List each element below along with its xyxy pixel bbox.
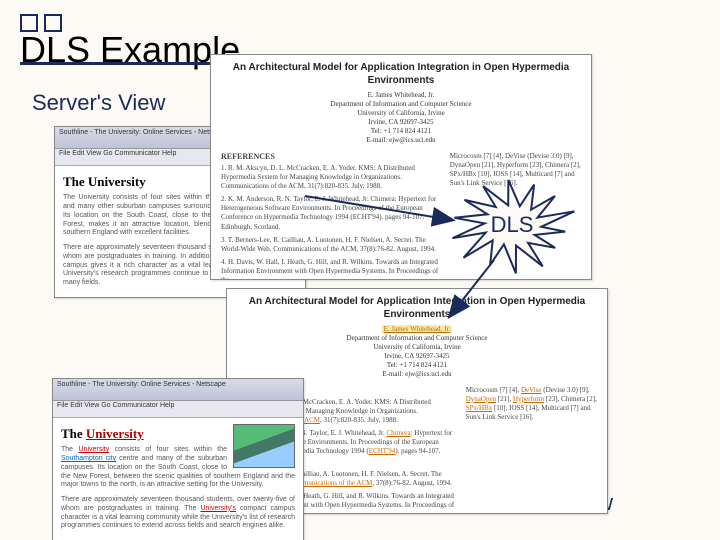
reference-item: 3. T. Berners-Lee, R. Cailliau, A. Luoto… <box>221 236 440 254</box>
doc-title: An Architectural Model for Application I… <box>237 295 597 321</box>
reference-item: 4. H. Davis, W. Hall, I. Heath, G. Hill,… <box>221 258 440 280</box>
doc-left-column: REFERENCES 1. R. M. Akscyn, D. L. McCrac… <box>221 152 440 280</box>
slide-title-block: DLS Example <box>20 14 240 68</box>
inline-link[interactable]: Southampton city <box>61 455 116 462</box>
doc-right-column: Microcosm [7] [4], DeVise (Devise 3.0) [… <box>466 386 597 514</box>
doc-author-tel: Tel: +1 714 824 4121 <box>237 361 597 370</box>
inline-link[interactable]: University <box>79 446 110 453</box>
reference-link[interactable]: DynaOpen <box>466 395 496 403</box>
doc-right-column: Microcosm [7] [4], DeVise (Devise 3.0) [… <box>450 152 581 280</box>
reference-link[interactable]: Chimera <box>386 429 410 437</box>
doc-author-affiliation: University of California, Irvine <box>237 343 597 352</box>
doc-right-text: Microcosm [7] [4], DeVise (Devise 3.0) [… <box>450 152 581 188</box>
doc-author-tel: Tel: +1 714 824 4121 <box>221 127 581 136</box>
doc-author-affiliation: Irvine, CA 92697-3425 <box>221 118 581 127</box>
document-server-view: An Architectural Model for Application I… <box>210 54 592 280</box>
page-thumbnail-image <box>233 424 295 468</box>
heading-link[interactable]: University <box>86 426 144 441</box>
reference-item: 1. R. M. Akscyn, D. L. McCracken, E. A. … <box>221 164 440 191</box>
reference-link[interactable]: DeVise <box>521 386 542 394</box>
browser-body: The University The University consists o… <box>53 418 303 540</box>
reference-item: 2. K. M. Anderson, R. N. Taylor, E. J. W… <box>221 195 440 231</box>
browser-titlebar: Southline - The University: Online Servi… <box>53 379 303 401</box>
doc-author-mail: E-mail: ejw@ics.uci.edu <box>221 136 581 145</box>
references-heading: REFERENCES <box>221 152 440 162</box>
reference-link[interactable]: SPx/HBx <box>466 404 492 412</box>
browser-menubar: File Edit View Go Communicator Help <box>53 401 303 418</box>
server-view-label: Server's View <box>32 90 165 116</box>
reference-link[interactable]: ECHT'94 <box>369 447 396 455</box>
doc-author-affiliation: University of California, Irvine <box>221 109 581 118</box>
doc-author-block: E. James Whitehead, Jr. Department of In… <box>237 325 597 380</box>
inline-link[interactable]: University's <box>200 505 236 512</box>
doc-author-block: E. James Whitehead, Jr. Department of In… <box>221 91 581 146</box>
page-paragraph: There are approximately seventeen thousa… <box>61 496 295 531</box>
doc-author-name: E. James Whitehead, Jr. <box>221 91 581 100</box>
reference-link[interactable]: Hyperform <box>513 395 544 403</box>
doc-author-affiliation: Department of Information and Computer S… <box>221 100 581 109</box>
doc-author-name-link[interactable]: E. James Whitehead, Jr. <box>382 325 453 333</box>
doc-author-affiliation: Department of Information and Computer S… <box>237 334 597 343</box>
user-browser-window: Southline - The University: Online Servi… <box>52 378 304 540</box>
doc-title: An Architectural Model for Application I… <box>221 61 581 87</box>
doc-author-affiliation: Irvine, CA 92697-3425 <box>237 352 597 361</box>
